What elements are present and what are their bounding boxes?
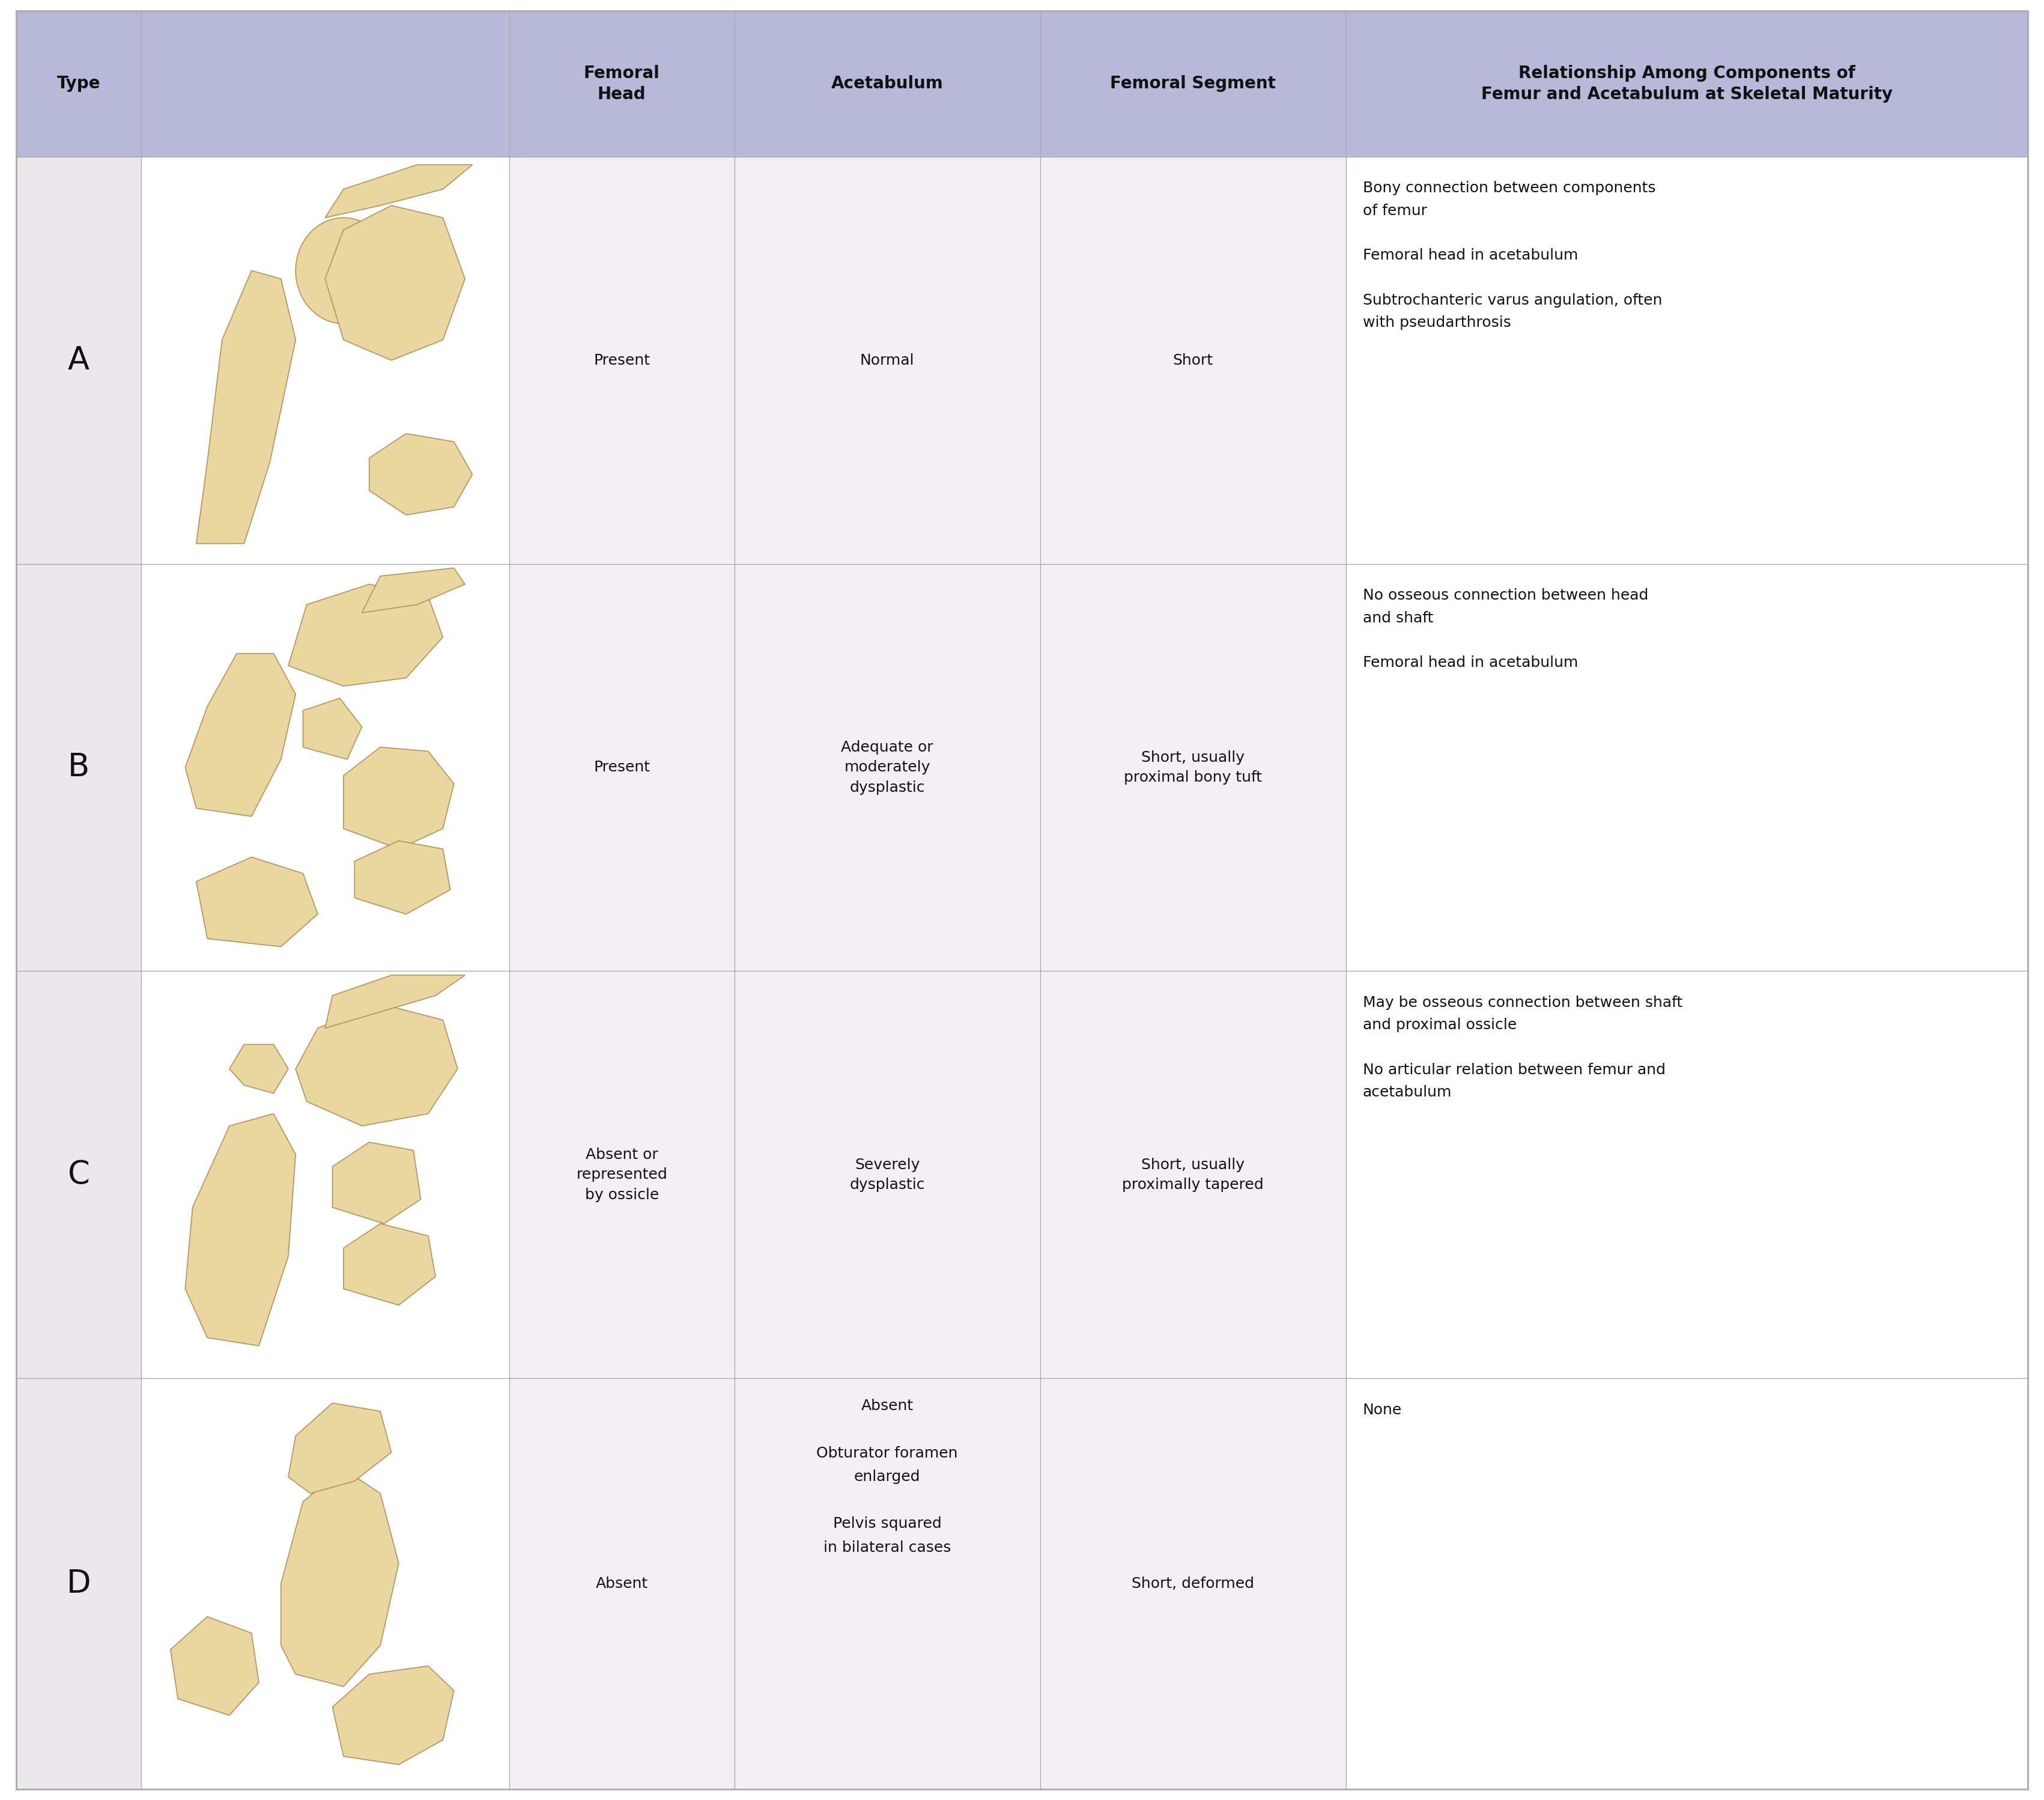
Bar	[1345, 11, 2028, 157]
Bar	[1345, 972, 2028, 1379]
Text: Absent or
represented
by ossicle: Absent or represented by ossicle	[576, 1147, 666, 1202]
Polygon shape	[196, 857, 317, 947]
Bar	[509, 1379, 734, 1789]
Bar	[1345, 157, 2028, 563]
Polygon shape	[343, 747, 454, 850]
Bar	[141, 563, 509, 972]
Text: Adequate or
moderately
dysplastic: Adequate or moderately dysplastic	[842, 740, 934, 796]
Text: Femoral
Head: Femoral Head	[585, 65, 660, 103]
Bar	[141, 972, 509, 1379]
Polygon shape	[196, 270, 296, 544]
Polygon shape	[186, 653, 296, 817]
Bar	[734, 157, 1040, 563]
Polygon shape	[303, 698, 362, 760]
Bar	[16, 157, 141, 563]
Text: A: A	[67, 344, 90, 376]
Polygon shape	[343, 1224, 435, 1305]
Bar	[734, 563, 1040, 972]
Bar	[141, 157, 509, 563]
Polygon shape	[229, 1044, 288, 1093]
Bar	[1040, 11, 1345, 157]
Polygon shape	[325, 976, 464, 1028]
Text: Present: Present	[593, 353, 650, 367]
Polygon shape	[288, 585, 444, 686]
Bar	[1040, 1379, 1345, 1789]
Bar	[141, 11, 509, 157]
Bar	[509, 972, 734, 1379]
Text: Short, usually
proximal bony tuft: Short, usually proximal bony tuft	[1124, 751, 1261, 785]
Bar	[1345, 1379, 2028, 1789]
Text: D: D	[67, 1568, 90, 1600]
Polygon shape	[186, 1114, 296, 1346]
Text: Normal: Normal	[861, 353, 914, 367]
Bar	[509, 563, 734, 972]
Bar	[1040, 563, 1345, 972]
Bar	[16, 11, 141, 157]
Text: C: C	[67, 1159, 90, 1190]
Ellipse shape	[296, 218, 390, 324]
Polygon shape	[362, 569, 464, 612]
Text: Type: Type	[57, 76, 100, 92]
Text: Short: Short	[1173, 353, 1214, 367]
Polygon shape	[288, 1402, 390, 1494]
Text: Short, usually
proximally tapered: Short, usually proximally tapered	[1122, 1157, 1263, 1192]
Polygon shape	[333, 1143, 421, 1224]
Polygon shape	[325, 205, 464, 360]
Text: Acetabulum: Acetabulum	[832, 76, 944, 92]
Bar	[141, 1379, 509, 1789]
Text: None: None	[1363, 1402, 1402, 1417]
Bar	[1040, 972, 1345, 1379]
Text: Absent: Absent	[595, 1577, 648, 1591]
Bar	[509, 157, 734, 563]
Text: Bony connection between components
of femur

Femoral head in acetabulum

Subtroc: Bony connection between components of fe…	[1363, 182, 1662, 329]
Polygon shape	[354, 841, 450, 914]
Bar	[1040, 157, 1345, 563]
Text: Relationship Among Components of
Femur and Acetabulum at Skeletal Maturity: Relationship Among Components of Femur a…	[1482, 65, 1893, 103]
Polygon shape	[333, 1667, 454, 1764]
Bar	[734, 11, 1040, 157]
Text: May be osseous connection between shaft
and proximal ossicle

No articular relat: May be osseous connection between shaft …	[1363, 995, 1682, 1100]
Bar	[16, 563, 141, 972]
Bar	[16, 972, 141, 1379]
Text: B: B	[67, 752, 90, 783]
Bar	[509, 11, 734, 157]
Bar	[734, 972, 1040, 1379]
Text: No osseous connection between head
and shaft

Femoral head in acetabulum: No osseous connection between head and s…	[1363, 589, 1647, 670]
Text: Present: Present	[593, 760, 650, 774]
Bar	[734, 1379, 1040, 1789]
Text: Femoral Segment: Femoral Segment	[1110, 76, 1275, 92]
Text: Absent

Obturator foramen
enlarged

Pelvis squared
in bilateral cases: Absent Obturator foramen enlarged Pelvis…	[816, 1399, 959, 1555]
Polygon shape	[170, 1616, 260, 1715]
Text: Severely
dysplastic: Severely dysplastic	[850, 1157, 926, 1192]
Polygon shape	[370, 434, 472, 515]
Bar	[1345, 563, 2028, 972]
Polygon shape	[325, 166, 472, 218]
Text: Short, deformed: Short, deformed	[1132, 1577, 1255, 1591]
Polygon shape	[296, 1004, 458, 1125]
Polygon shape	[280, 1469, 399, 1687]
Bar	[16, 1379, 141, 1789]
